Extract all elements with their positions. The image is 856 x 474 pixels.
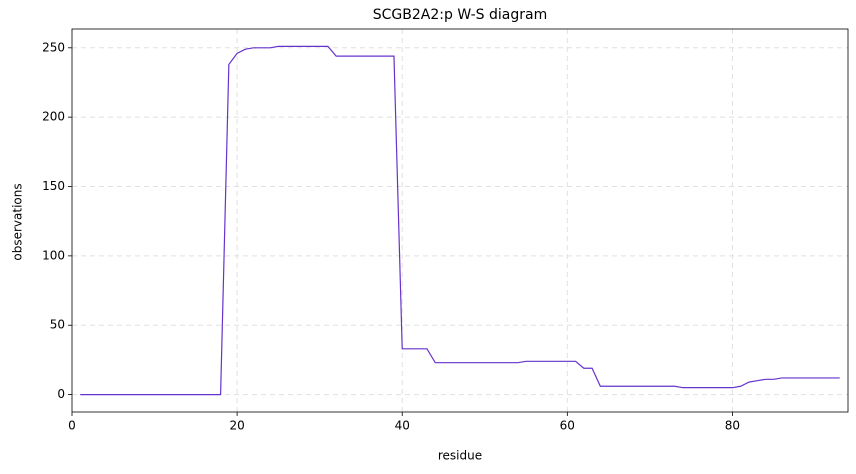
x-tick-label: 80: [725, 419, 740, 433]
y-tick-label: 50: [50, 318, 65, 332]
x-tick-label: 0: [68, 419, 76, 433]
y-tick-label: 0: [57, 387, 65, 401]
x-axis-label: residue: [438, 449, 482, 463]
x-tick-label: 20: [229, 419, 244, 433]
chart-title: SCGB2A2:p W-S diagram: [373, 7, 547, 23]
y-axis-label: observations: [11, 183, 25, 260]
plot-frame: [71, 28, 849, 413]
y-tick-label: 150: [42, 179, 65, 193]
x-tick-label: 60: [560, 419, 575, 433]
data-line: [80, 45, 840, 396]
y-tick-label: 250: [42, 40, 65, 54]
y-tick-label: 100: [42, 248, 65, 262]
x-tick-label: 40: [395, 419, 410, 433]
y-tick-label: 200: [42, 110, 65, 124]
